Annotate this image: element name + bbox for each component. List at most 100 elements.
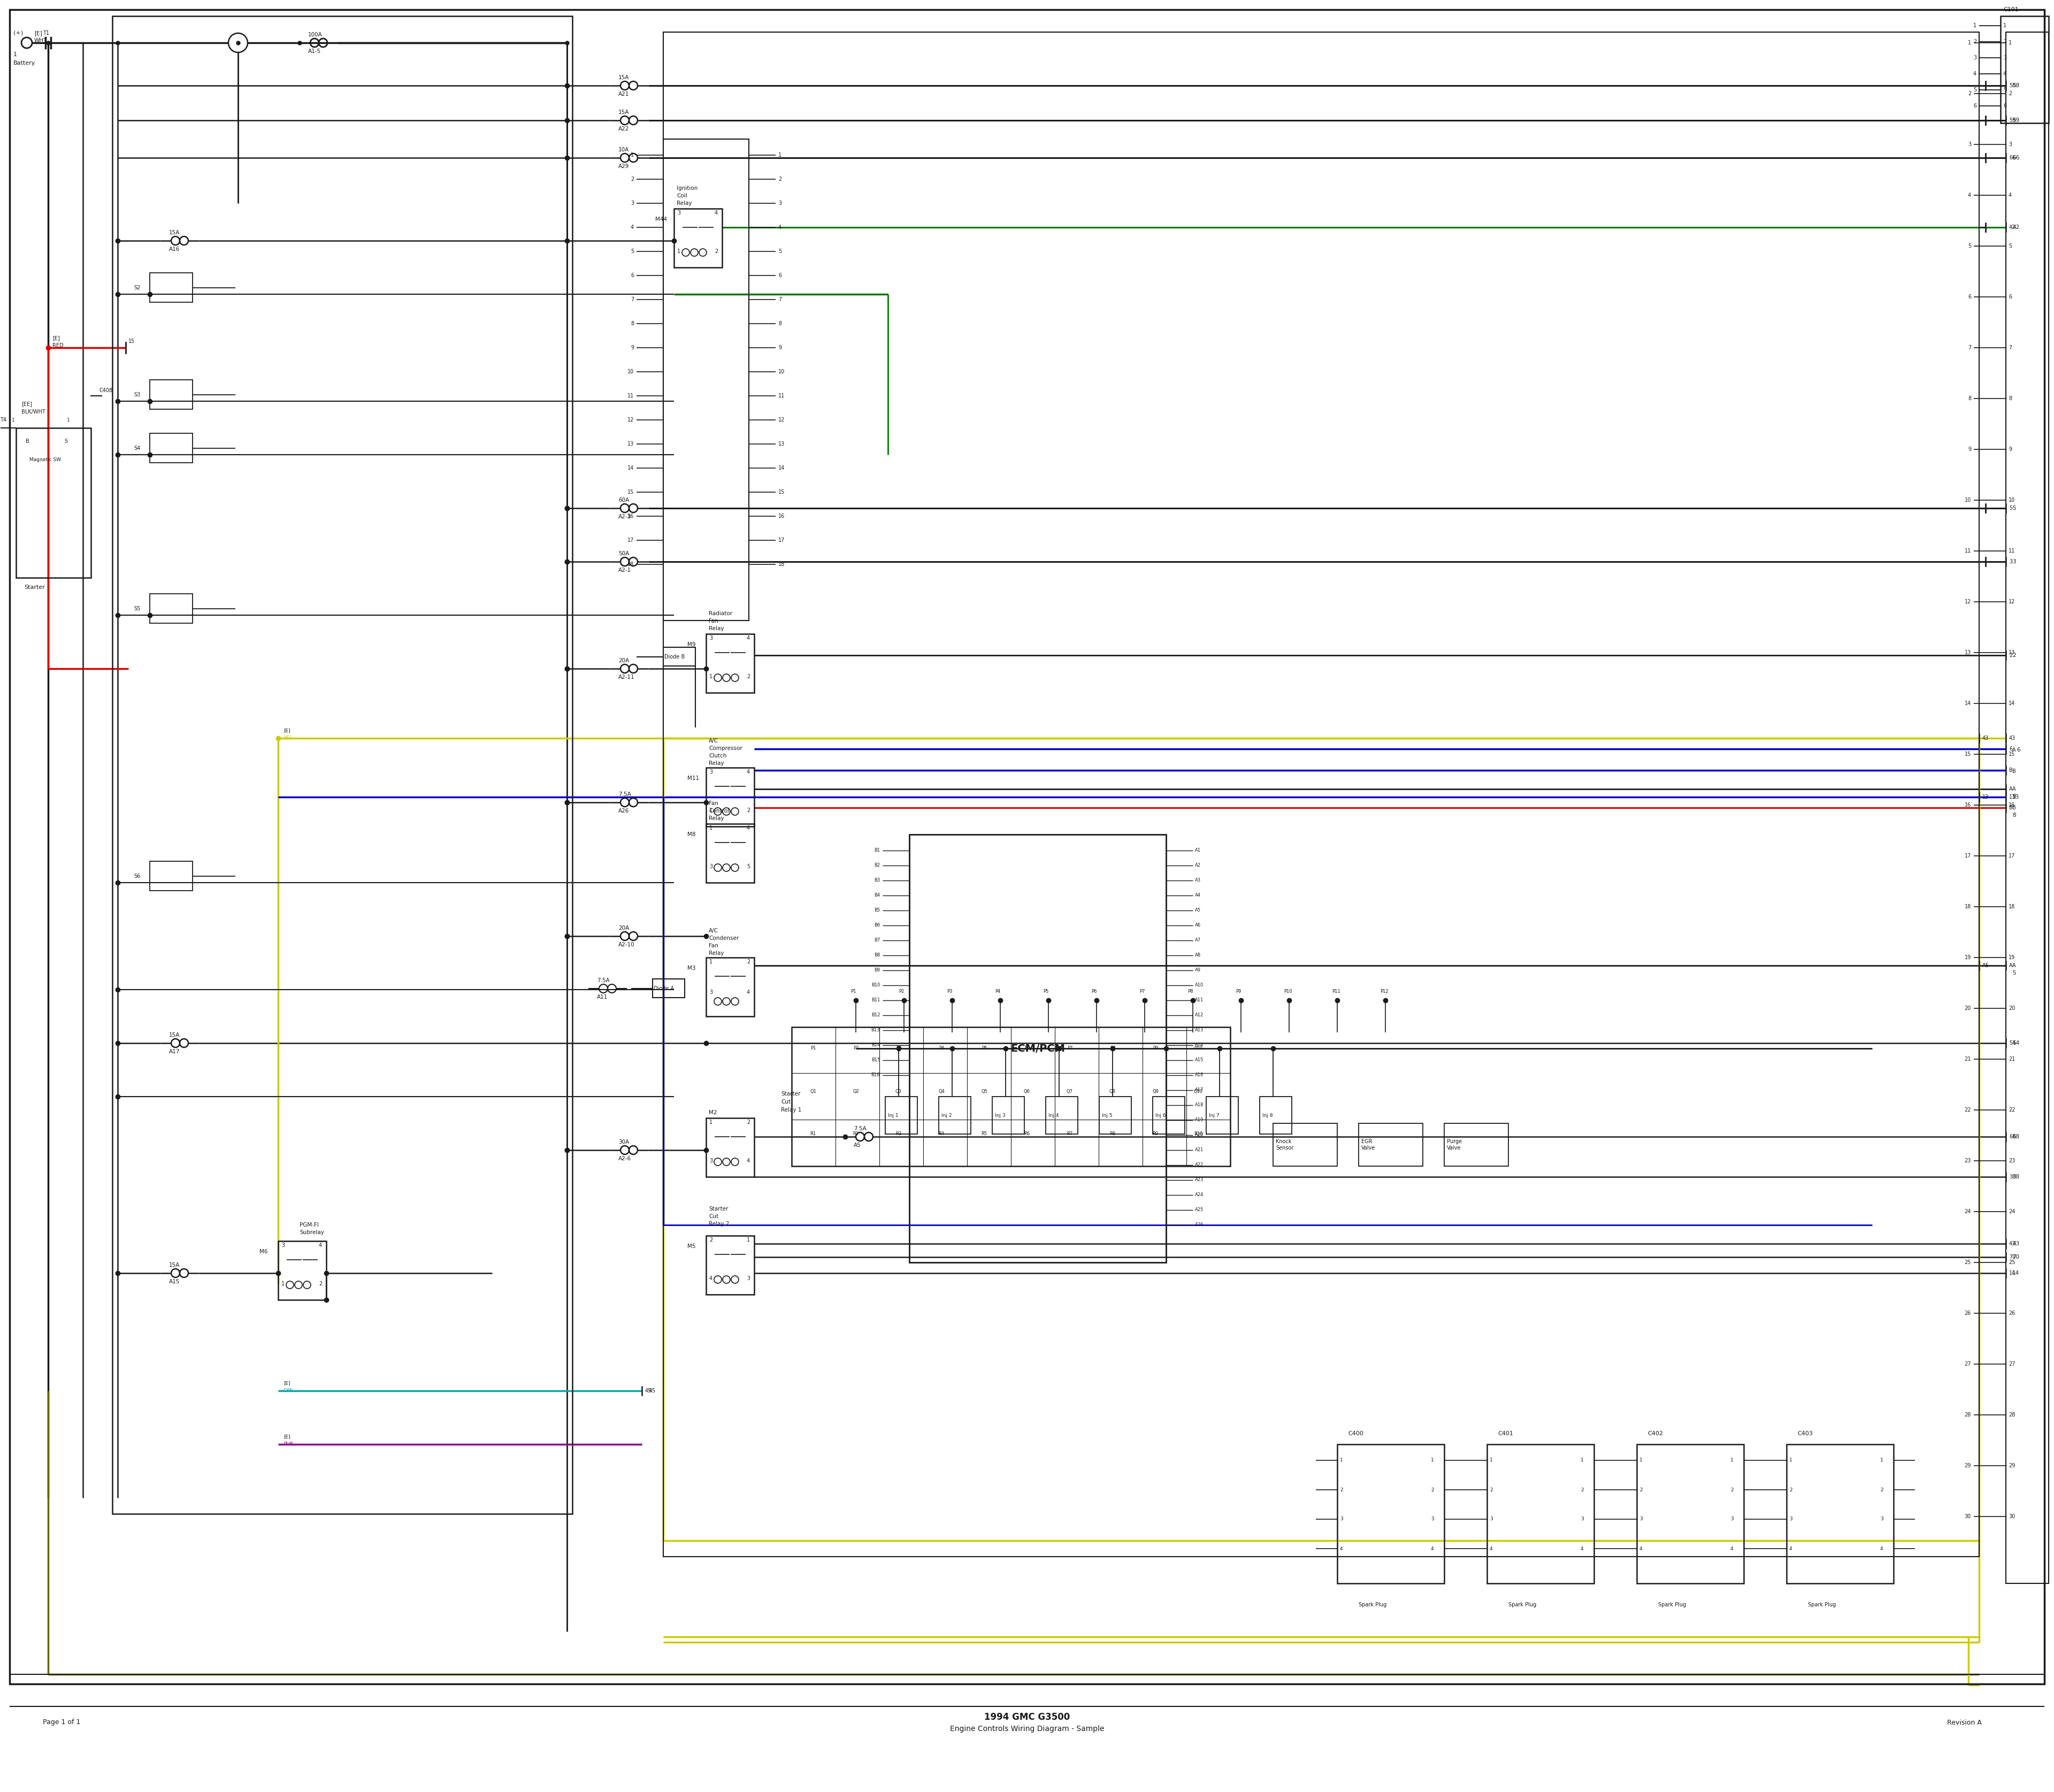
Text: 10: 10 — [626, 369, 635, 375]
Text: 1: 1 — [678, 249, 680, 254]
Text: 4: 4 — [1789, 1546, 1793, 1552]
Text: A1: A1 — [1195, 848, 1202, 853]
Text: Starter: Starter — [709, 1206, 729, 1211]
Text: 7: 7 — [2009, 346, 2011, 351]
Text: 18: 18 — [1964, 903, 1972, 909]
Text: Q10: Q10 — [1193, 1090, 1204, 1093]
Text: Inj 7: Inj 7 — [1210, 1113, 1220, 1118]
Text: 5: 5 — [1968, 244, 1972, 249]
Text: A2: A2 — [1195, 864, 1202, 867]
Text: 1: 1 — [778, 152, 783, 158]
Text: 2: 2 — [1432, 1487, 1434, 1493]
Text: C402: C402 — [1647, 1432, 1664, 1435]
Text: 6: 6 — [778, 272, 783, 278]
Text: 43: 43 — [1982, 735, 1988, 740]
Text: 4: 4 — [748, 989, 750, 995]
Text: Q7: Q7 — [1066, 1090, 1072, 1093]
Text: Inj 4: Inj 4 — [1048, 1113, 1058, 1118]
Bar — [277, 1242, 327, 1299]
Text: C400: C400 — [1347, 1432, 1364, 1435]
Text: 2: 2 — [778, 177, 783, 181]
Text: 9: 9 — [631, 346, 635, 351]
Text: 13: 13 — [2009, 650, 2015, 656]
Text: 14: 14 — [2013, 1271, 2019, 1276]
Text: 2: 2 — [1339, 1487, 1343, 1493]
Text: 15A: 15A — [618, 109, 629, 115]
Text: 23: 23 — [2009, 1158, 2015, 1163]
Text: Battery: Battery — [14, 61, 35, 66]
Text: 2: 2 — [1639, 1487, 1643, 1493]
Text: 6: 6 — [631, 272, 635, 278]
Text: A1-5: A1-5 — [308, 48, 320, 54]
Text: 18: 18 — [626, 561, 635, 566]
Text: B5: B5 — [873, 909, 879, 912]
Text: A25: A25 — [1195, 1208, 1204, 1213]
Text: A29: A29 — [618, 163, 629, 168]
Bar — [150, 434, 193, 462]
Text: 17: 17 — [626, 538, 635, 543]
Text: B: B — [2009, 767, 2013, 772]
Text: 10A: 10A — [618, 147, 629, 152]
Text: 16: 16 — [778, 514, 785, 520]
Text: 6: 6 — [1974, 104, 1976, 109]
Text: B6: B6 — [873, 923, 879, 928]
Text: 11: 11 — [626, 392, 635, 398]
Text: A2-10: A2-10 — [618, 943, 635, 948]
Text: A14: A14 — [1195, 1043, 1204, 1048]
Bar — [707, 767, 754, 826]
Bar — [707, 1236, 754, 1294]
Text: A10: A10 — [1195, 984, 1204, 987]
Text: 17: 17 — [778, 538, 785, 543]
Text: Relay 2: Relay 2 — [709, 1220, 729, 1226]
Bar — [910, 835, 1167, 1262]
Bar — [1045, 1097, 1078, 1134]
Text: M3: M3 — [688, 966, 696, 971]
Text: 7: 7 — [1968, 346, 1972, 351]
Text: 3: 3 — [709, 989, 713, 995]
Text: 2: 2 — [2009, 652, 2013, 658]
Text: [E]: [E] — [53, 335, 60, 340]
Text: R5: R5 — [982, 1131, 988, 1136]
Text: 5: 5 — [2003, 88, 2007, 93]
Text: Relay 1: Relay 1 — [781, 1107, 801, 1113]
Text: 4: 4 — [1729, 1546, 1734, 1552]
Text: R2: R2 — [852, 1131, 859, 1136]
Text: 27: 27 — [2009, 1362, 2015, 1367]
Text: Q2: Q2 — [852, 1090, 859, 1093]
Text: 1: 1 — [709, 674, 713, 679]
Text: P6: P6 — [1091, 989, 1097, 995]
Bar — [1259, 1097, 1292, 1134]
Text: 3: 3 — [1432, 1516, 1434, 1521]
Text: P5: P5 — [1043, 989, 1050, 995]
Text: 9: 9 — [2009, 446, 2011, 452]
Text: 60A: 60A — [618, 498, 629, 504]
Text: CYN: CYN — [283, 1387, 294, 1392]
Bar — [150, 380, 193, 409]
Text: 2: 2 — [1489, 1487, 1493, 1493]
Text: 10: 10 — [2009, 498, 2015, 504]
Text: 3: 3 — [778, 201, 783, 206]
Text: 3: 3 — [709, 864, 713, 869]
Text: Starter: Starter — [781, 1091, 801, 1097]
Text: 59: 59 — [2013, 118, 2019, 124]
Text: 20A: 20A — [618, 658, 629, 663]
Text: 3: 3 — [1639, 1516, 1643, 1521]
Text: R7: R7 — [1066, 1131, 1072, 1136]
Text: A21: A21 — [1195, 1147, 1204, 1152]
Text: M44: M44 — [655, 217, 668, 222]
Text: Inj 1: Inj 1 — [887, 1113, 898, 1118]
Text: M2: M2 — [709, 1109, 717, 1115]
Text: 43: 43 — [2009, 735, 2015, 740]
Text: A16: A16 — [1195, 1073, 1204, 1077]
Text: 8: 8 — [778, 321, 783, 326]
Text: 14: 14 — [2009, 1271, 2015, 1276]
Text: 68: 68 — [2009, 1134, 2015, 1140]
Text: 4: 4 — [748, 636, 750, 642]
Text: Control: Control — [709, 808, 729, 814]
Text: A15: A15 — [168, 1279, 181, 1285]
Text: 13: 13 — [778, 441, 785, 446]
Text: A26: A26 — [618, 808, 629, 814]
Text: 20A: 20A — [618, 925, 629, 930]
Text: 2: 2 — [318, 1281, 322, 1287]
Text: 4: 4 — [2003, 72, 2007, 77]
